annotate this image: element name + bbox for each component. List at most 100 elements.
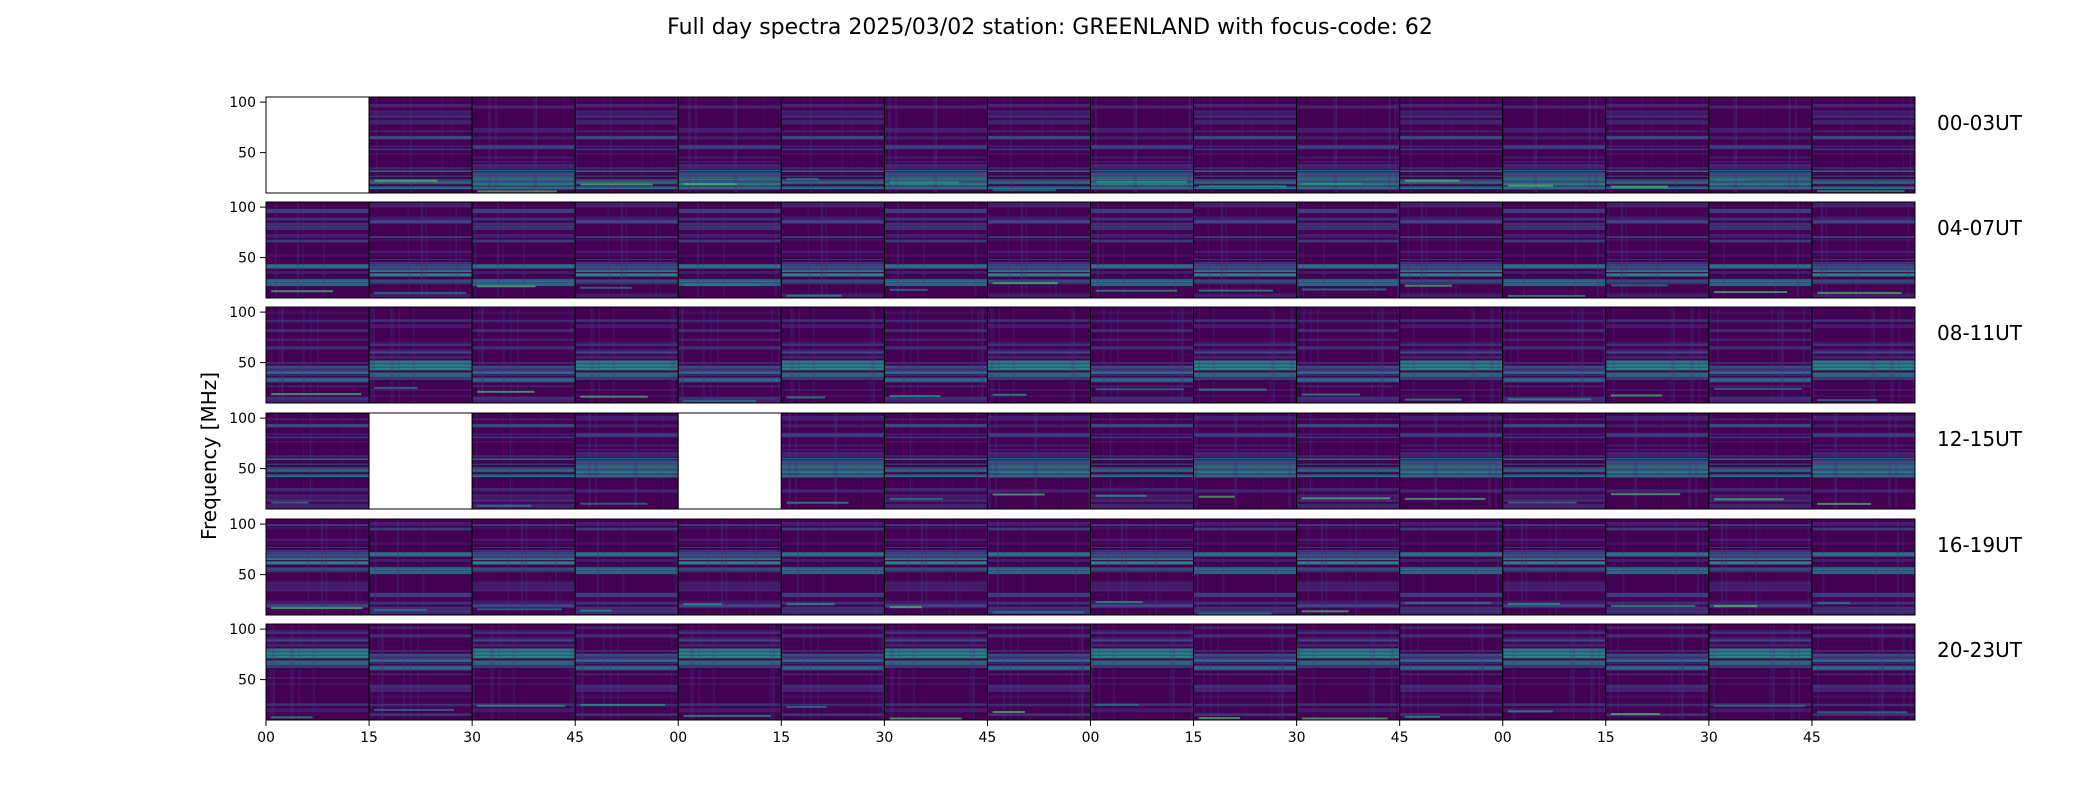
spectral-feature (374, 179, 438, 182)
spectral-feature (1610, 713, 1660, 716)
x-tick-label: 30 (875, 730, 893, 746)
spectrum-panel (1193, 306, 1298, 404)
empty-spectrum-panel (677, 412, 782, 510)
spectrum-panel (1605, 306, 1710, 404)
spectral-feature (786, 294, 842, 297)
spectrum-panel (677, 623, 782, 721)
spectral-feature (477, 704, 566, 707)
spectral-feature (786, 603, 835, 606)
spectrum-panel (1502, 201, 1607, 299)
spectral-feature (1198, 612, 1272, 615)
y-tick-label: 50 (238, 462, 256, 478)
spectral-feature (1095, 289, 1178, 292)
spectral-feature (580, 183, 653, 186)
spectral-feature (580, 703, 666, 706)
spectrum-panel (265, 201, 370, 299)
spectral-feature (889, 717, 962, 720)
spectral-feature (1507, 501, 1577, 504)
spectrum-panel (1708, 518, 1813, 616)
x-tick-label: 15 (1597, 730, 1615, 746)
spectrum-panel (1090, 306, 1195, 404)
spectral-feature (889, 606, 922, 609)
x-tick-label: 30 (463, 730, 481, 746)
spectral-feature (1714, 387, 1802, 390)
spectral-feature (889, 181, 959, 184)
spectral-feature (1198, 388, 1267, 391)
x-tick-label: 00 (1494, 730, 1512, 746)
spectrum-panel (471, 96, 576, 194)
spectrum-panel (986, 96, 1091, 194)
spectrum-panel (574, 96, 679, 194)
spectral-feature (1301, 497, 1391, 500)
spectrum-panel (1708, 623, 1813, 721)
spectrum-panel (780, 306, 885, 404)
spectral-feature (477, 504, 532, 507)
spectrum-panel (1090, 96, 1195, 194)
y-tick-label: 50 (238, 146, 256, 162)
spectrum-panel (677, 96, 782, 194)
spectral-feature (992, 282, 1058, 285)
y-axis-label: Frequency [MHz] (197, 372, 221, 540)
row-label: 04-07UT (1937, 216, 2023, 240)
spectral-feature (271, 716, 313, 719)
empty-spectrum-panel (368, 412, 473, 510)
spectrum-panel (677, 306, 782, 404)
spectral-feature (374, 609, 428, 611)
spectral-feature (1714, 178, 1746, 181)
spectrum-panel (780, 518, 885, 616)
spectrum-panel (1296, 412, 1401, 510)
x-tick-label: 00 (257, 730, 275, 746)
spectrum-panel (1399, 623, 1504, 721)
spectral-feature (1095, 494, 1147, 497)
spectrum-panel (780, 412, 885, 510)
spectral-feature (271, 393, 362, 396)
spectrum-panel (1811, 412, 1916, 510)
spectrum-panel (1811, 623, 1916, 721)
spectrum-panel (1399, 518, 1504, 616)
spectral-feature (1301, 717, 1388, 720)
spectrum-panel (1605, 623, 1710, 721)
spectral-feature (1404, 284, 1453, 287)
spectral-feature (992, 189, 1056, 192)
spectrum-panel (471, 201, 576, 299)
spectral-feature (683, 284, 760, 286)
x-tick-label: 00 (669, 730, 687, 746)
spectral-feature (1507, 398, 1591, 401)
spectrum-panel (986, 201, 1091, 299)
empty-spectrum-panel (265, 96, 370, 194)
spectral-feature (1404, 601, 1492, 604)
spectrum-panel (986, 623, 1091, 721)
spectral-feature (1610, 284, 1668, 287)
spectrum-panel (1708, 412, 1813, 510)
spectrum-panel (1708, 306, 1813, 404)
spectrum-panel (1090, 518, 1195, 616)
spectrum-panel (1193, 201, 1298, 299)
spectrum-panel (883, 201, 988, 299)
x-tick-label: 15 (772, 730, 790, 746)
spectrum-panel (471, 623, 576, 721)
spectrum-panel (780, 623, 885, 721)
y-tick-label: 100 (229, 200, 256, 216)
spectral-feature (1610, 604, 1696, 607)
spectral-feature (683, 603, 723, 606)
spectrum-panel (1605, 412, 1710, 510)
spectral-feature (1198, 185, 1287, 188)
spectrum-panel (1399, 412, 1504, 510)
spectrum-panel (368, 623, 473, 721)
x-tick-label: 30 (1700, 730, 1718, 746)
spectrum-panel (1399, 201, 1504, 299)
spectral-feature (786, 178, 819, 180)
spectral-feature (683, 399, 757, 402)
row-label: 12-15UT (1937, 427, 2023, 451)
row-label: 20-23UT (1937, 638, 2023, 662)
spectral-feature (1817, 291, 1902, 294)
spectral-feature (1095, 388, 1184, 391)
spectrum-panel (883, 518, 988, 616)
spectrum-panel (574, 412, 679, 510)
spectral-feature (889, 497, 943, 500)
spectrum-panel (265, 412, 370, 510)
spectral-feature (992, 611, 1085, 614)
spectrum-panel (1399, 96, 1504, 194)
spectrum-panel (677, 201, 782, 299)
